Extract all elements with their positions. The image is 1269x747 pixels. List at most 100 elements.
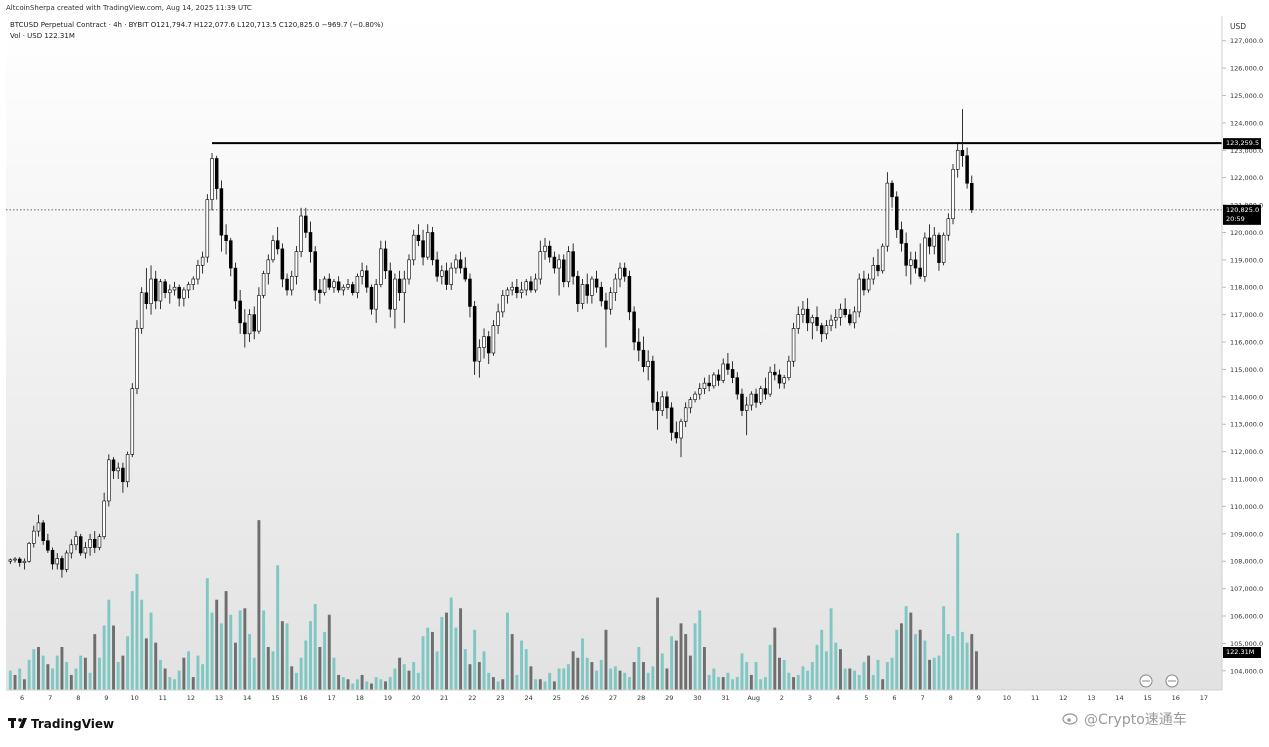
volume-bar xyxy=(144,638,148,690)
candle xyxy=(501,289,505,318)
candle xyxy=(271,235,275,263)
candle-body xyxy=(365,270,369,288)
candle xyxy=(397,270,402,301)
candle-body xyxy=(758,388,763,403)
volume-bar xyxy=(698,610,702,690)
candle-body xyxy=(64,552,69,570)
volume-bar xyxy=(473,629,477,690)
volume-bar xyxy=(337,674,341,690)
candle-body xyxy=(163,281,167,294)
volume-bar xyxy=(8,670,12,690)
candle xyxy=(332,279,336,293)
volume-bar xyxy=(445,612,448,690)
candle xyxy=(374,279,378,323)
volume-bar xyxy=(510,634,514,690)
volume-bar xyxy=(102,625,106,690)
volume-bar xyxy=(801,666,805,690)
last-price-badge-text: 120,825.0 xyxy=(1226,206,1259,214)
volume-bar xyxy=(834,642,838,690)
candle xyxy=(463,257,468,282)
candle xyxy=(627,270,632,321)
volume-bar xyxy=(482,651,486,690)
volume-bar xyxy=(304,640,308,690)
volume-bar xyxy=(332,657,336,690)
candle-body xyxy=(932,234,937,247)
candle xyxy=(116,462,120,480)
candlesticks xyxy=(8,109,974,578)
candle-body xyxy=(810,317,815,324)
candle-body xyxy=(604,300,608,310)
candle-body xyxy=(866,278,871,291)
candle xyxy=(505,287,510,304)
candle-body xyxy=(93,539,97,548)
candle xyxy=(266,254,271,285)
volume-bar xyxy=(585,657,589,690)
time-tick-label: 6 xyxy=(20,694,24,702)
candle xyxy=(970,175,974,213)
volume-bar xyxy=(266,647,270,690)
candle-body xyxy=(275,240,280,250)
candle-body xyxy=(496,311,500,326)
candle-body xyxy=(350,284,355,294)
time-tick-label: 30 xyxy=(693,694,701,702)
candle xyxy=(758,385,763,406)
candle xyxy=(843,298,847,318)
candle xyxy=(135,320,139,395)
candle-body xyxy=(46,540,50,551)
volume-bar xyxy=(599,659,603,690)
candle xyxy=(393,273,397,329)
volume-bar xyxy=(656,597,660,690)
volume-bar xyxy=(487,672,491,690)
settings-icon[interactable] xyxy=(1139,674,1153,688)
candle-body xyxy=(960,149,965,157)
price-tick-label: 110,000.0 xyxy=(1230,503,1263,511)
volume-bar xyxy=(590,662,594,690)
candle xyxy=(955,142,960,178)
candle-body xyxy=(608,292,613,310)
price-tick-label: 113,000.0 xyxy=(1230,421,1263,429)
candle xyxy=(121,462,125,493)
volume-bar xyxy=(923,640,927,690)
candle xyxy=(571,243,575,285)
time-tick-label: 2 xyxy=(780,694,784,702)
candle-body xyxy=(726,363,730,370)
candle-body xyxy=(852,311,857,324)
volume-bar xyxy=(13,674,17,690)
candle xyxy=(566,246,571,288)
candle xyxy=(125,451,130,488)
volume-bar xyxy=(398,657,402,690)
volume-bar xyxy=(285,623,289,690)
candle xyxy=(435,251,439,282)
price-axis[interactable]: 104,000.0 105,000.0 106,000.0 107,000.0 108,… xyxy=(1222,37,1263,675)
volume-bar xyxy=(613,666,617,690)
symbol-legend[interactable]: BTCUSD Perpetual Contract · 4h · BYBIT O… xyxy=(10,21,384,29)
volume-bar xyxy=(55,655,59,690)
currency-label: USD xyxy=(1230,22,1246,31)
volume-bar xyxy=(810,662,814,690)
volume-bar xyxy=(749,674,753,690)
volume-bar xyxy=(65,662,69,690)
candle xyxy=(8,558,13,564)
volume-bar xyxy=(642,662,645,690)
volume-legend[interactable]: Vol · USD 122.31M xyxy=(10,32,75,40)
candle xyxy=(102,492,106,540)
price-tick-label: 114,000.0 xyxy=(1230,393,1263,401)
candle-body xyxy=(622,267,627,277)
volume-bar xyxy=(951,636,955,690)
candle-body xyxy=(754,393,758,403)
volume-bar xyxy=(454,627,458,690)
volume-bar xyxy=(379,679,383,690)
volume-bar xyxy=(60,647,64,690)
candle xyxy=(130,383,135,458)
candle xyxy=(210,152,214,211)
candle xyxy=(144,268,149,310)
volume-bar xyxy=(107,599,111,690)
volume-bar xyxy=(717,677,720,690)
candle xyxy=(200,251,205,274)
time-axis[interactable]: 6 7 8 9 10 11 12 13 14 15 16 17 18 19 20 21 22 23 24 25 26 27… xyxy=(20,694,1208,702)
candle xyxy=(590,276,594,304)
auto-scale-icon[interactable] xyxy=(1165,674,1179,688)
resistance-price-badge: 123,259.5 xyxy=(1223,138,1261,150)
